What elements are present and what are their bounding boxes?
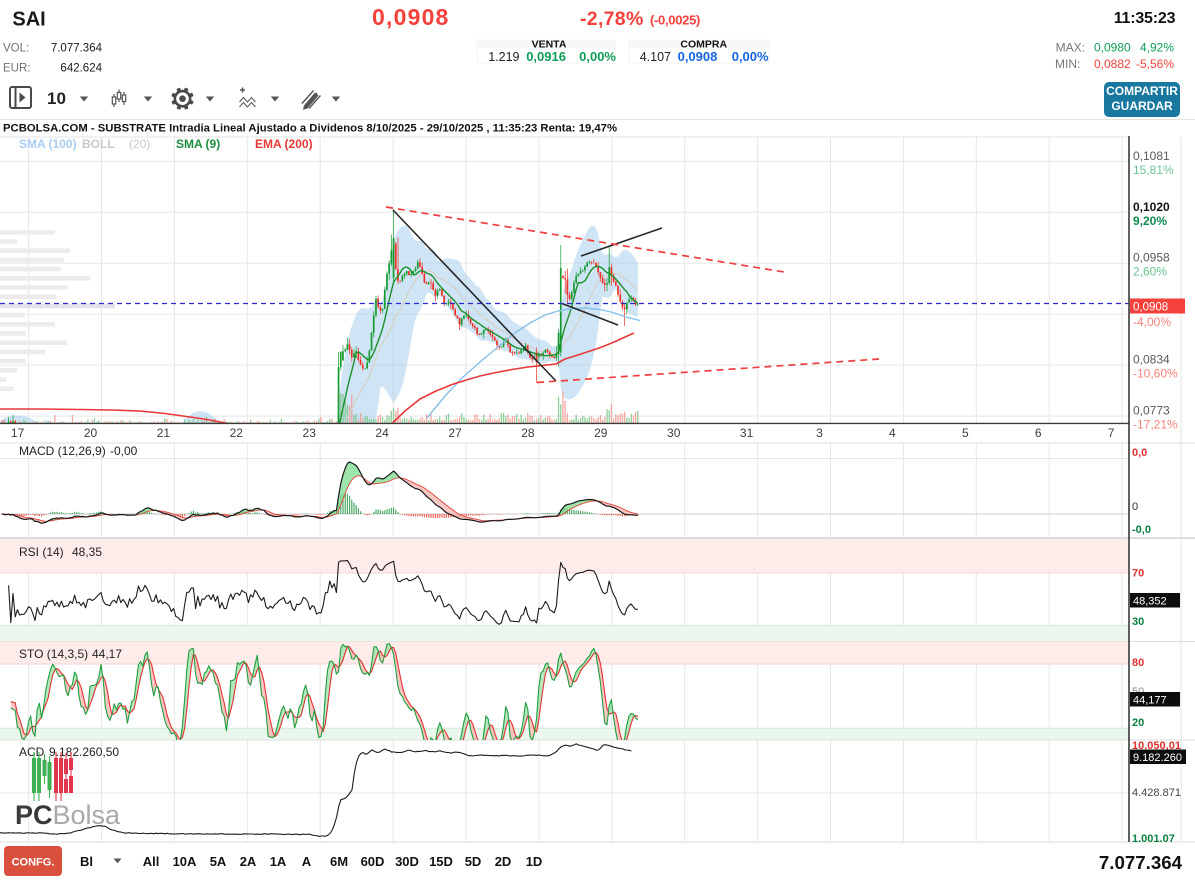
svg-text:1A: 1A	[270, 854, 287, 869]
svg-text:0,0834: 0,0834	[1133, 353, 1170, 367]
svg-text:0,0916: 0,0916	[526, 49, 566, 64]
svg-text:30: 30	[667, 426, 681, 440]
svg-text:9,20%: 9,20%	[1133, 214, 1167, 228]
svg-text:44,17: 44,17	[92, 647, 122, 661]
svg-text:EMA (200): EMA (200)	[255, 137, 313, 151]
svg-text:7.077.364: 7.077.364	[51, 42, 103, 54]
svg-text:11:35:23: 11:35:23	[1114, 10, 1176, 27]
svg-text:80: 80	[1132, 657, 1144, 669]
svg-text:ACD: ACD	[19, 745, 45, 759]
svg-text:2,60%: 2,60%	[1133, 265, 1167, 279]
svg-text:-0,0: -0,0	[1132, 524, 1151, 536]
svg-text:6: 6	[1035, 426, 1042, 440]
svg-text:GUARDAR: GUARDAR	[1111, 99, 1173, 113]
svg-text:17: 17	[11, 426, 25, 440]
svg-text:10: 10	[47, 89, 66, 108]
svg-text:(-0,0025): (-0,0025)	[650, 12, 700, 27]
svg-text:4: 4	[889, 426, 896, 440]
svg-text:29: 29	[594, 426, 608, 440]
svg-text:15,81%: 15,81%	[1133, 163, 1174, 177]
svg-text:SMA (100): SMA (100)	[19, 137, 77, 151]
svg-text:0,0908: 0,0908	[372, 4, 450, 30]
svg-text:4,92%: 4,92%	[1140, 41, 1174, 55]
svg-text:0,1081: 0,1081	[1133, 149, 1170, 163]
svg-text:20: 20	[1132, 717, 1144, 729]
svg-text:2A: 2A	[240, 854, 257, 869]
svg-text:0,00%: 0,00%	[732, 49, 769, 64]
svg-text:VOL:: VOL:	[3, 43, 29, 55]
svg-text:SAI: SAI	[12, 9, 45, 31]
svg-text:20: 20	[84, 426, 98, 440]
svg-text:6M: 6M	[330, 854, 348, 869]
svg-text:STO (14,3,5): STO (14,3,5)	[19, 647, 88, 661]
svg-text:PCBOLSA.COM - SUBSTRATE Intrad: PCBOLSA.COM - SUBSTRATE Intradia Lineal …	[3, 123, 617, 135]
svg-text:-0,00: -0,00	[110, 444, 138, 458]
svg-text:1D: 1D	[526, 854, 543, 869]
svg-text:All: All	[143, 854, 160, 869]
svg-text:48,352: 48,352	[1133, 596, 1167, 608]
svg-text:2D: 2D	[495, 854, 512, 869]
svg-text:21: 21	[157, 426, 171, 440]
svg-text:-10,60%: -10,60%	[1133, 367, 1178, 381]
svg-text:0,0908: 0,0908	[678, 49, 718, 64]
svg-text:5: 5	[962, 426, 969, 440]
svg-text:MACD (12,26,9): MACD (12,26,9)	[19, 444, 106, 458]
svg-text:COMPRA: COMPRA	[680, 39, 727, 51]
svg-text:1.219: 1.219	[488, 50, 519, 64]
svg-text:COMPARTIR: COMPARTIR	[1106, 84, 1178, 98]
svg-text:SMA (9): SMA (9)	[176, 137, 220, 151]
svg-text:642.624: 642.624	[60, 62, 102, 74]
svg-text:(20): (20)	[129, 137, 150, 151]
svg-text:0,0882: 0,0882	[1094, 57, 1131, 71]
svg-text:10.050,01: 10.050,01	[1132, 740, 1181, 752]
svg-text:PCBolsa: PCBolsa	[15, 800, 121, 830]
svg-text:24: 24	[375, 426, 389, 440]
svg-text:7: 7	[1108, 426, 1115, 440]
svg-text:44,177: 44,177	[1133, 695, 1167, 707]
svg-text:VENTA: VENTA	[532, 39, 567, 51]
svg-text:-2,78%: -2,78%	[580, 8, 644, 30]
svg-text:A: A	[302, 854, 312, 869]
svg-text:30: 30	[1132, 616, 1144, 628]
svg-text:4.107: 4.107	[640, 50, 671, 64]
svg-text:22: 22	[230, 426, 244, 440]
svg-text:0,0908: 0,0908	[1133, 302, 1168, 314]
svg-text:3: 3	[816, 426, 823, 440]
svg-text:0,0: 0,0	[1132, 447, 1147, 459]
svg-text:0,0980: 0,0980	[1094, 41, 1131, 55]
svg-text:10A: 10A	[173, 854, 197, 869]
svg-text:7.077.364: 7.077.364	[1099, 852, 1183, 873]
svg-text:31: 31	[740, 426, 754, 440]
svg-text:9.182.260,50: 9.182.260,50	[49, 745, 119, 759]
svg-text:48,35: 48,35	[72, 545, 102, 559]
svg-text:27: 27	[448, 426, 462, 440]
svg-text:Bl: Bl	[80, 854, 93, 869]
svg-text:0: 0	[1132, 501, 1138, 513]
svg-text:EUR:: EUR:	[3, 62, 30, 74]
svg-text:0,1020: 0,1020	[1133, 200, 1170, 214]
svg-text:70: 70	[1132, 568, 1144, 580]
svg-text:CONFG.: CONFG.	[12, 857, 55, 869]
svg-text:-4,00%: -4,00%	[1133, 315, 1171, 329]
svg-text:0,00%: 0,00%	[579, 49, 616, 64]
svg-text:-17,21%: -17,21%	[1133, 418, 1178, 432]
svg-text:MAX:: MAX:	[1056, 41, 1085, 55]
svg-text:15D: 15D	[429, 854, 453, 869]
svg-text:RSI (14): RSI (14)	[19, 545, 64, 559]
svg-text:9.182.260: 9.182.260	[1133, 752, 1182, 764]
svg-text:60D: 60D	[361, 854, 385, 869]
svg-text:28: 28	[521, 426, 535, 440]
svg-text:1.001.07: 1.001.07	[1132, 833, 1175, 845]
svg-text:23: 23	[303, 426, 317, 440]
svg-text:BOLL: BOLL	[82, 137, 115, 151]
svg-text:0,0773: 0,0773	[1133, 404, 1170, 418]
svg-text:30D: 30D	[395, 854, 419, 869]
svg-text:-5,56%: -5,56%	[1136, 57, 1174, 71]
svg-text:5A: 5A	[210, 854, 227, 869]
svg-text:4.428.871: 4.428.871	[1132, 787, 1181, 799]
svg-text:5D: 5D	[465, 854, 482, 869]
svg-text:MIN:: MIN:	[1055, 57, 1080, 71]
svg-text:0,0958: 0,0958	[1133, 251, 1170, 265]
